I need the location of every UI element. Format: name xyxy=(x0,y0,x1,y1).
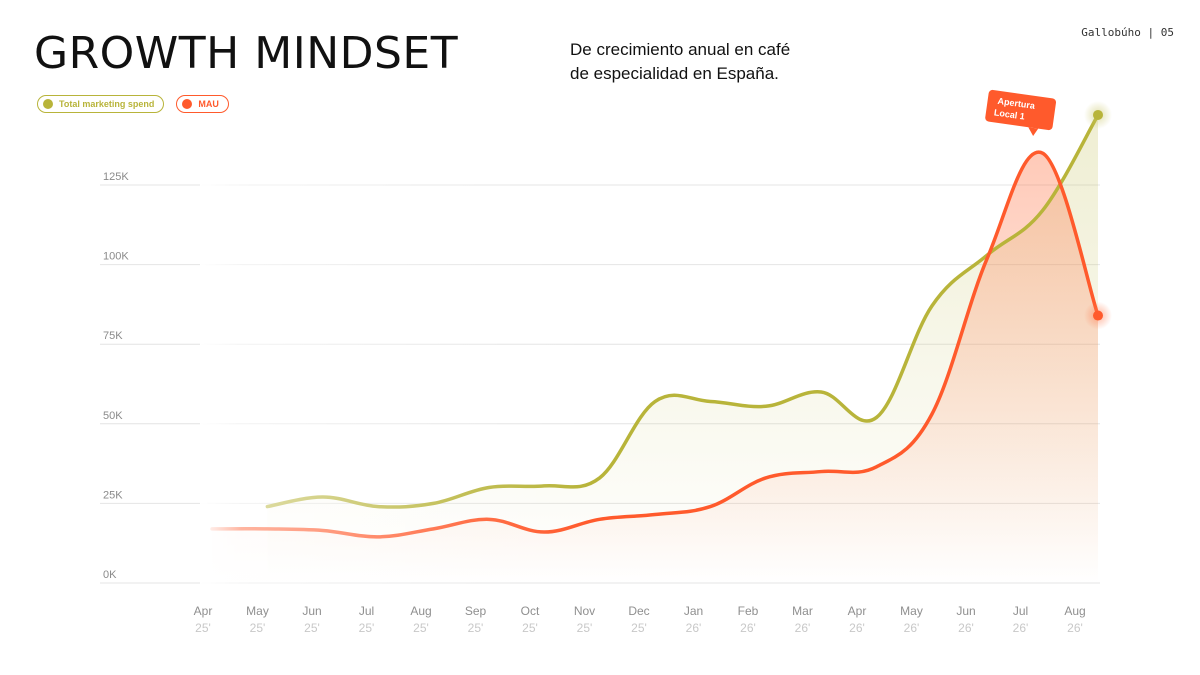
area-fills xyxy=(212,114,1098,584)
end-points xyxy=(1084,100,1112,330)
x-tick-year: 26' xyxy=(686,621,702,635)
y-tick-label: 100K xyxy=(103,251,129,263)
y-tick-label: 125K xyxy=(103,171,129,183)
x-tick-label: Dec xyxy=(628,604,649,618)
y-tick-label: 0K xyxy=(103,569,117,581)
x-tick-label: Oct xyxy=(521,604,540,618)
x-tick-year: 25' xyxy=(522,621,538,635)
page-title: GROWTH MINDSET xyxy=(34,28,459,79)
callout-pointer xyxy=(1028,127,1039,136)
legend-label-spend: Total marketing spend xyxy=(59,99,155,109)
x-tick-label: May xyxy=(246,604,269,618)
area-mau xyxy=(212,152,1098,583)
x-tick-label: May xyxy=(900,604,923,618)
legend-item-mau[interactable]: MAU xyxy=(176,95,229,113)
x-tick-year: 25' xyxy=(413,621,429,635)
legend-dot-mau xyxy=(182,99,193,109)
legend-dot-spend xyxy=(43,99,53,109)
x-tick-year: 25' xyxy=(250,621,266,635)
x-tick-year: 25' xyxy=(577,621,593,635)
chart-legend: Total marketing spend MAU xyxy=(37,95,229,113)
y-tick-label: 75K xyxy=(103,330,123,342)
x-tick-year: 26' xyxy=(904,621,920,635)
x-tick-year: 25' xyxy=(195,621,211,635)
x-tick-label: Nov xyxy=(574,604,595,618)
end-point-mau xyxy=(1093,310,1103,321)
x-tick-label: Feb xyxy=(738,604,759,618)
x-axis: Apr 25' May 25' Jun 25' Jul 25' Aug 25' Sep 25' Oct 2… xyxy=(194,604,1086,635)
page-subtitle: De crecimiento anual en café de especial… xyxy=(570,40,791,83)
x-tick-label: Apr xyxy=(848,604,867,618)
x-tick-year: 25' xyxy=(304,621,320,635)
x-tick-year: 25' xyxy=(359,621,375,635)
legend-item-spend[interactable]: Total marketing spend xyxy=(37,95,165,113)
x-tick-label: Sep xyxy=(465,604,487,618)
x-tick-label: Jul xyxy=(1013,604,1028,618)
x-tick-year: 26' xyxy=(958,621,974,635)
y-tick-label: 25K xyxy=(103,489,123,501)
x-tick-label: Jun xyxy=(956,604,975,618)
x-tick-label: Aug xyxy=(410,604,431,618)
callout-text: Local 1 xyxy=(993,107,1025,121)
x-tick-label: Mar xyxy=(792,604,813,618)
end-point-spend xyxy=(1093,109,1103,120)
callout-box xyxy=(985,89,1057,131)
x-tick-label: Aug xyxy=(1064,604,1085,618)
legend-label-mau: MAU xyxy=(198,99,219,109)
x-tick-label: Jun xyxy=(302,604,321,618)
x-tick-year: 26' xyxy=(1013,621,1029,635)
x-tick-label: Jan xyxy=(684,604,703,618)
page-reference: Gallobúho | 05 xyxy=(1081,26,1174,39)
x-tick-year: 25' xyxy=(468,621,484,635)
x-tick-label: Apr xyxy=(194,604,213,618)
x-tick-label: Jul xyxy=(359,604,374,618)
x-tick-year: 26' xyxy=(849,621,865,635)
fade-overlay xyxy=(200,170,720,590)
y-tick-label: 50K xyxy=(103,410,123,422)
y-axis: 0K 25K 50K 75K 100K 125K xyxy=(103,171,129,581)
x-tick-year: 26' xyxy=(740,621,756,635)
x-tick-year: 25' xyxy=(631,621,647,635)
x-tick-year: 26' xyxy=(795,621,811,635)
x-tick-year: 26' xyxy=(1067,621,1083,635)
